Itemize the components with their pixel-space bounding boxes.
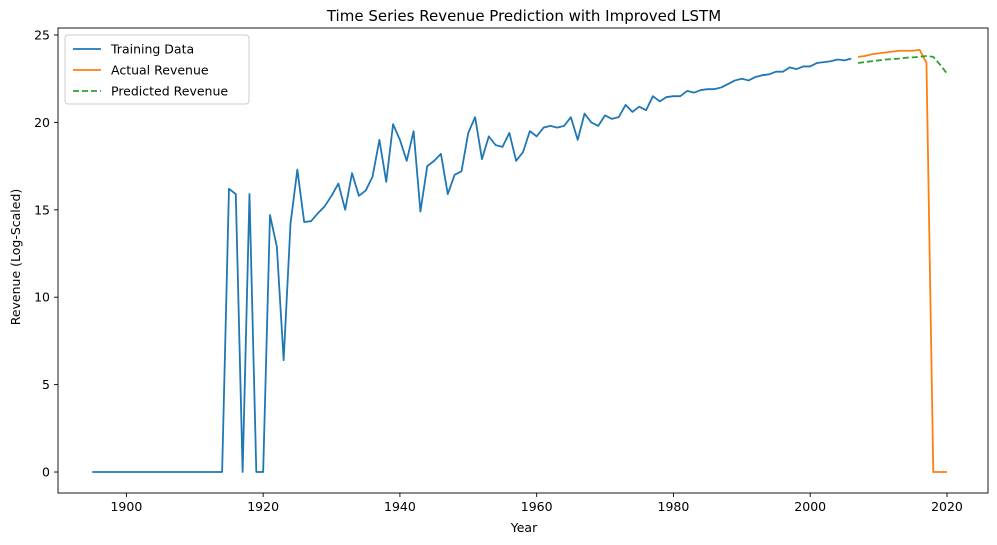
legend-label: Training Data (110, 42, 194, 57)
series-line-training-data (92, 57, 852, 473)
series-line-actual-revenue (857, 48, 947, 473)
x-tick-label: 1980 (658, 499, 690, 514)
x-axis: 1900 1920 1940 1960 1980 2000 2020 (110, 493, 963, 514)
y-tick-label: 15 (34, 202, 50, 217)
x-tick-label: 1940 (384, 499, 416, 514)
y-tick-label: 25 (34, 27, 50, 42)
y-tick-label: 0 (42, 465, 50, 480)
legend-label: Predicted Revenue (111, 84, 228, 99)
legend: Training Data Actual Revenue Predicted Rev… (64, 34, 250, 105)
chart-title: Time Series Revenue Prediction with Impr… (326, 7, 721, 25)
legend-box (64, 34, 250, 105)
y-tick-label: 20 (34, 115, 50, 130)
series-line-predicted-revenue (857, 55, 948, 75)
x-axis-label: Year (510, 520, 538, 535)
x-tick-label: 2000 (794, 499, 826, 514)
plot-frame (57, 27, 989, 494)
plot-area (57, 27, 989, 494)
legend-label: Actual Revenue (111, 63, 209, 78)
y-axis: 0 5 10 15 20 25 (34, 27, 58, 480)
x-tick-label: 1920 (247, 499, 279, 514)
y-axis-label: Revenue (Log-Scaled) (8, 189, 23, 326)
x-tick-label: 2020 (931, 499, 963, 514)
x-tick-label: 1960 (521, 499, 553, 514)
y-tick-label: 10 (34, 290, 50, 305)
x-tick-label: 1900 (110, 499, 142, 514)
y-tick-label: 5 (42, 377, 50, 392)
